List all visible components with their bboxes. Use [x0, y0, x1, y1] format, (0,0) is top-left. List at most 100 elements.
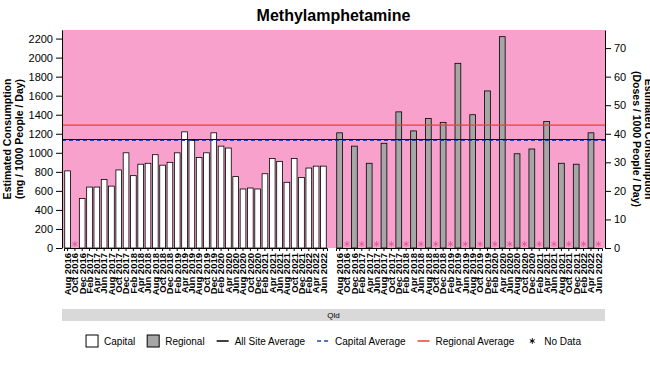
- bar: [182, 132, 188, 248]
- x-tick-mark: [221, 248, 222, 251]
- y-tick-mark: [56, 39, 62, 40]
- x-tick-mark: [67, 248, 68, 251]
- x-tick-mark: [147, 248, 148, 251]
- bar: [455, 63, 461, 248]
- x-tick-mark: [413, 248, 414, 251]
- y-tick-label: 1600: [29, 90, 53, 102]
- x-tick-mark: [250, 248, 251, 251]
- bar: [87, 187, 93, 248]
- x-tick-mark: [376, 248, 377, 251]
- y2-tick: 60: [605, 71, 626, 83]
- bar: [352, 146, 358, 248]
- x-tick-mark: [590, 248, 591, 251]
- x-tick-mark: [480, 248, 481, 251]
- bar: [116, 170, 122, 248]
- x-tick-mark: [155, 248, 156, 251]
- x-axis-line: [65, 249, 328, 252]
- legend-label: No Data: [544, 336, 581, 347]
- y-tick: 200: [35, 223, 62, 235]
- x-tick-mark: [561, 248, 562, 251]
- bar: [226, 148, 232, 248]
- x-tick: Jun 2022: [318, 248, 329, 294]
- x-tick-mark: [347, 248, 348, 251]
- y-tick-mark: [56, 134, 62, 135]
- x-tick-mark: [339, 248, 340, 251]
- x-axis: Aug 2016Oct 2016Dec 2016Feb 2017Apr 2017…: [334, 248, 604, 295]
- x-tick-mark: [539, 248, 540, 251]
- y-tick-label: 1000: [29, 147, 53, 159]
- legend-label: Capital: [104, 336, 135, 347]
- no-data-marker: [463, 241, 468, 247]
- no-data-marker: [581, 241, 586, 247]
- bar: [167, 162, 173, 248]
- x-tick-mark: [191, 248, 192, 251]
- y-tick-label: 1400: [29, 109, 53, 121]
- x-tick-mark: [228, 248, 229, 251]
- y-tick-label: 2200: [29, 33, 53, 45]
- series-0: [65, 132, 327, 248]
- y2-tick: 10: [605, 213, 626, 225]
- bar: [123, 153, 129, 248]
- y-tick-label: 2000: [29, 52, 53, 64]
- x-tick-mark: [294, 248, 295, 251]
- y-tick: 1400: [29, 109, 62, 121]
- x-tick-mark: [184, 248, 185, 251]
- x-tick-mark: [279, 248, 280, 251]
- x-tick-mark: [406, 248, 407, 251]
- no-data-marker: [596, 241, 601, 247]
- legend-label: All Site Average: [235, 336, 306, 347]
- x-tick-mark: [598, 248, 599, 251]
- y-axis-title: (mg / 1000 People / Day): [13, 79, 25, 199]
- x-tick-mark: [369, 248, 370, 251]
- x-tick-mark: [546, 248, 547, 251]
- x-tick-mark: [213, 248, 214, 251]
- bar: [425, 119, 431, 248]
- y2-tick-label: 70: [614, 42, 626, 54]
- bar: [109, 186, 115, 248]
- y2-tick-label: 40: [614, 128, 626, 140]
- y-tick: 2200: [29, 33, 62, 45]
- y2-axis-title: (Doses / 1000 People / Day): [631, 71, 643, 207]
- x-tick-mark: [89, 248, 90, 251]
- x-tick-mark: [494, 248, 495, 251]
- bar: [306, 168, 312, 248]
- bar: [145, 163, 151, 248]
- y-tick-mark: [56, 229, 62, 230]
- x-tick-label: Jun 2022: [318, 253, 329, 294]
- bar: [255, 189, 261, 248]
- no-data-marker: [522, 241, 527, 247]
- bar: [94, 187, 100, 248]
- bar: [366, 163, 372, 248]
- legend-swatch: [418, 340, 430, 342]
- no-data-marker: [72, 241, 77, 247]
- no-data-marker: [433, 241, 438, 247]
- x-tick-mark: [472, 248, 473, 251]
- no-data-marker: [404, 241, 409, 247]
- y2-tick-label: 20: [614, 185, 626, 197]
- y-tick-mark: [56, 58, 62, 59]
- y2-tick-mark: [605, 248, 611, 249]
- bar: [529, 149, 535, 248]
- bar: [485, 91, 491, 248]
- bar: [101, 179, 107, 248]
- x-tick-mark: [487, 248, 488, 251]
- x-tick-mark: [140, 248, 141, 251]
- x-axis: Aug 2016Oct 2016Dec 2016Feb 2017Apr 2017…: [62, 248, 329, 295]
- x-tick-mark: [272, 248, 273, 251]
- y2-tick-label: 0: [614, 242, 620, 254]
- x-tick-mark: [118, 248, 119, 251]
- y-tick: 1000: [29, 147, 62, 159]
- series-1: [337, 37, 601, 248]
- bar: [291, 159, 297, 248]
- no-data-marker: [389, 241, 394, 247]
- legend-label: Regional: [165, 336, 204, 347]
- bar: [588, 133, 594, 248]
- x-tick-mark: [286, 248, 287, 251]
- y2-tick: 0: [605, 242, 620, 254]
- bar: [277, 161, 283, 248]
- x-tick-mark: [465, 248, 466, 251]
- y-tick: 600: [35, 185, 62, 197]
- no-data-marker: [345, 241, 350, 247]
- y2-tick: 70: [605, 42, 626, 54]
- y2-tick: 30: [605, 156, 626, 168]
